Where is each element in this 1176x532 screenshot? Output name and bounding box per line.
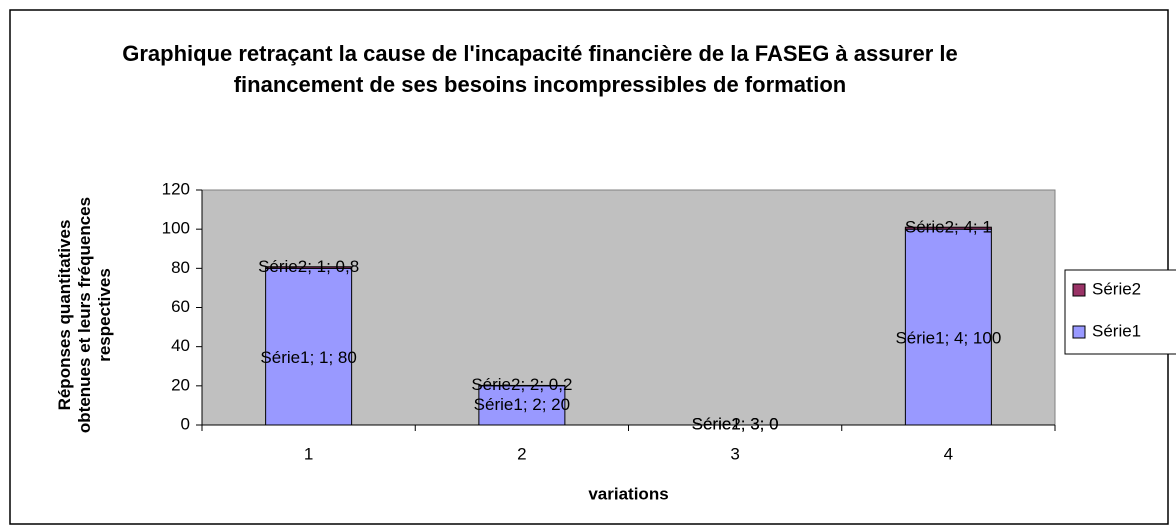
y-tick-label: 60 (171, 297, 190, 316)
data-label: Série1; 3; 0 (692, 414, 779, 433)
data-label: Série1; 1; 80 (260, 348, 356, 367)
legend-label: Série2 (1092, 279, 1141, 298)
y-axis-label: Réponses quantitatives obtenues et leurs… (55, 196, 114, 434)
y-tick-label: 20 (171, 375, 190, 394)
legend-swatch (1072, 325, 1086, 339)
bar (904, 228, 992, 426)
legend-swatch (1072, 283, 1086, 297)
x-tick-label: 1 (304, 444, 313, 463)
data-label: Série2; 1; 0,8 (258, 257, 359, 276)
y-tick-label: 40 (171, 336, 190, 355)
x-axis-label: variations (588, 484, 668, 503)
y-tick-label: 80 (171, 258, 190, 277)
y-tick-label: 100 (162, 219, 190, 238)
data-label: Série2; 4; 1 (905, 218, 992, 237)
y-tick-label: 0 (181, 414, 190, 433)
bar (265, 267, 353, 426)
x-tick-label: 4 (944, 444, 953, 463)
x-tick-label: 2 (517, 444, 526, 463)
data-label: Série2; 2; 0,2 (471, 375, 572, 394)
data-label: Série1; 2; 20 (474, 395, 570, 414)
legend-box (1064, 269, 1176, 355)
bar (904, 226, 992, 230)
data-label: Série2; 3; 0 (692, 414, 779, 433)
data-label: Série1; 4; 100 (895, 329, 1001, 348)
chart-title: Graphique retraçant la cause de l'incapa… (122, 41, 958, 97)
legend-label: Série1 (1092, 321, 1141, 340)
y-tick-label: 120 (162, 179, 190, 198)
x-tick-label: 3 (730, 444, 739, 463)
bar (265, 266, 353, 269)
